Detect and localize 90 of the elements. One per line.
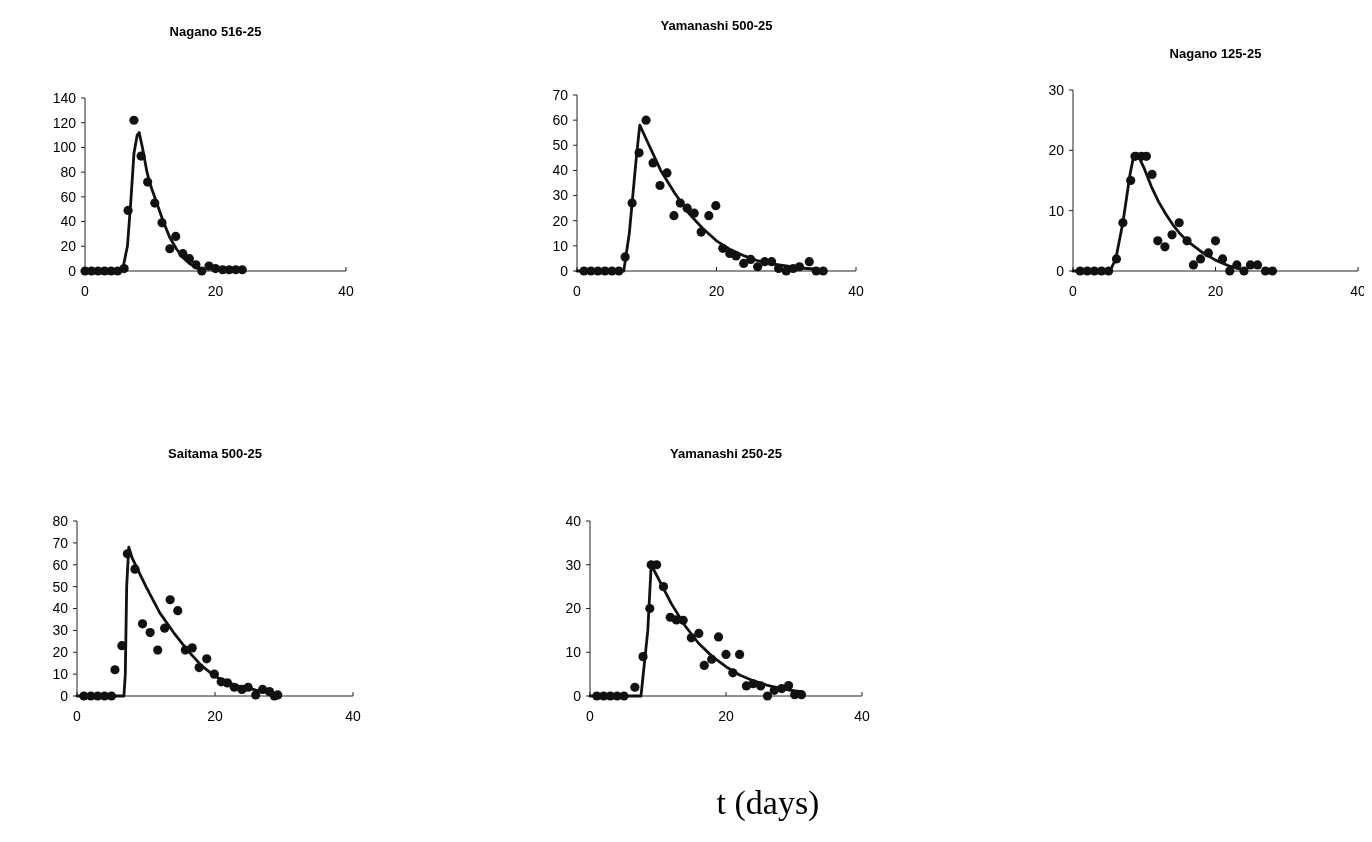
- y-tick-label: 30: [52, 622, 69, 639]
- y-tick-label: 70: [552, 86, 569, 103]
- point: [818, 266, 828, 276]
- y-tick-label: 20: [565, 600, 582, 617]
- y-tick-label: 50: [52, 578, 69, 595]
- point: [237, 265, 247, 275]
- x-tick-label: 40: [338, 283, 354, 299]
- y-tick-label: 40: [552, 162, 569, 179]
- point: [641, 115, 651, 125]
- y-tick-label: 40: [60, 213, 77, 230]
- chart-title: Yamanashi 500-25: [660, 18, 773, 33]
- x-tick-label: 20: [708, 283, 725, 299]
- x-tick-label: 0: [586, 708, 595, 724]
- y-tick-label: 0: [573, 687, 582, 704]
- y-tick-label: 60: [60, 188, 77, 205]
- x-tick-label: 20: [1207, 283, 1224, 299]
- point: [704, 211, 714, 221]
- y-tick-label: 10: [1048, 202, 1065, 219]
- point: [1167, 230, 1177, 240]
- x-axis-title: t (days): [716, 784, 820, 822]
- point: [804, 257, 814, 267]
- y-tick-label: 20: [60, 238, 77, 255]
- y-tick-label: 40: [565, 512, 582, 529]
- point: [1225, 266, 1235, 276]
- chart-title: Nagano 516-25: [169, 24, 262, 39]
- chart-title: Yamanashi 250-25: [669, 446, 783, 461]
- point: [735, 649, 745, 660]
- point: [202, 654, 212, 664]
- y-tick-label: 140: [52, 89, 77, 106]
- x-tick-label: 20: [207, 708, 223, 724]
- x-tick-label: 40: [854, 708, 870, 724]
- point: [1153, 236, 1163, 246]
- y-tick-label: 0: [1056, 262, 1065, 279]
- y-tick-label: 20: [1048, 142, 1065, 159]
- point: [721, 649, 731, 660]
- chart-title: Nagano 125-25: [1169, 46, 1262, 61]
- point: [669, 211, 679, 221]
- point: [1147, 169, 1157, 180]
- point: [137, 619, 148, 629]
- point: [1188, 260, 1199, 270]
- x-tick-label: 40: [345, 708, 361, 724]
- point: [165, 244, 175, 254]
- point: [655, 180, 665, 191]
- point: [1195, 254, 1206, 264]
- point: [630, 682, 640, 692]
- point: [739, 258, 749, 269]
- x-tick-label: 40: [848, 283, 864, 299]
- x-tick-label: 20: [718, 708, 734, 724]
- y-tick-label: 20: [52, 644, 69, 661]
- y-tick-label: 80: [60, 164, 77, 181]
- chart-title: Saitama 500-25: [168, 446, 262, 461]
- point: [1174, 218, 1184, 228]
- point: [694, 628, 704, 639]
- point: [145, 627, 155, 638]
- point: [165, 595, 175, 605]
- y-tick-label: 120: [52, 114, 77, 131]
- x-tick-label: 0: [1069, 283, 1078, 299]
- point: [753, 262, 763, 272]
- point: [110, 665, 120, 675]
- point: [711, 201, 721, 211]
- point: [1210, 236, 1221, 246]
- point: [129, 115, 139, 125]
- y-tick-label: 100: [52, 139, 77, 156]
- y-tick-label: 70: [52, 534, 69, 551]
- y-tick-label: 30: [552, 187, 569, 204]
- y-tick-label: 30: [565, 556, 582, 573]
- point: [762, 691, 773, 701]
- y-tick-label: 60: [552, 112, 569, 129]
- x-tick-label: 20: [207, 283, 224, 299]
- point: [160, 623, 170, 633]
- y-tick-label: 60: [52, 556, 69, 573]
- y-tick-label: 80: [52, 512, 69, 529]
- point: [171, 231, 181, 241]
- y-tick-label: 10: [52, 666, 69, 683]
- y-tick-label: 0: [60, 687, 69, 704]
- y-tick-label: 0: [68, 262, 77, 279]
- y-tick-label: 30: [1048, 81, 1065, 98]
- x-tick-label: 0: [81, 283, 90, 299]
- y-tick-label: 10: [552, 237, 569, 254]
- point: [713, 632, 724, 642]
- y-tick-label: 50: [552, 137, 569, 154]
- point: [173, 606, 183, 616]
- y-tick-label: 40: [52, 600, 69, 617]
- point: [153, 645, 163, 655]
- y-tick-label: 10: [565, 644, 582, 661]
- y-tick-label: 20: [552, 212, 569, 229]
- point: [187, 643, 197, 653]
- point: [699, 660, 709, 670]
- point: [1160, 242, 1170, 252]
- y-tick-label: 0: [560, 262, 569, 279]
